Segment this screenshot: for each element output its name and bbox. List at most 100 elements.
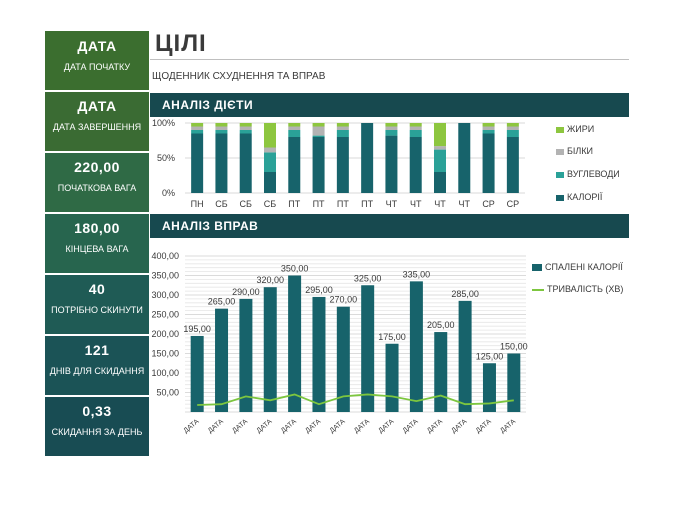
diet-section-header: АНАЛІЗ ДІЄТИ xyxy=(150,93,629,117)
exercise-xtick-label: ДАТА xyxy=(256,418,274,435)
legend-burned-calories: СПАЛЕНІ КАЛОРІЇ xyxy=(532,262,623,272)
diet-xtick-label: СР xyxy=(482,199,495,209)
legend-burned-swatch xyxy=(532,264,542,272)
exercise-data-label: 175,00 xyxy=(378,332,406,342)
summary-sidebar: ДАТА ДАТА ПОЧАТКУ ДАТА ДАТА ЗАВЕРШЕННЯ 2… xyxy=(45,31,149,458)
diet-bar-segment xyxy=(336,126,349,130)
diet-xtick-label: ПН xyxy=(191,199,204,209)
exercise-bar xyxy=(312,296,326,412)
exercise-ytick-label: 100,00 xyxy=(151,368,179,378)
legend-protein-label: БІЛКИ xyxy=(567,146,594,156)
exercise-ytick-label: 150,00 xyxy=(151,349,179,359)
diet-bar-segment xyxy=(239,123,252,127)
exercise-xtick-label: ДАТА xyxy=(353,418,371,435)
diet-bar-segment xyxy=(264,123,276,148)
diet-xtick-label: СБ xyxy=(240,199,252,209)
exercise-data-label: 325,00 xyxy=(354,273,382,283)
diet-analysis-chart: 100% 50% 0% ПН СБ СБ СБ ПТ ПТ ПТ ПТ ЧТ ЧТ ЧТ ЧТ СР СР xyxy=(152,118,525,209)
diet-xtick-label: ЧТ xyxy=(410,199,422,209)
exercise-xtick-label: ДАТА xyxy=(402,418,420,435)
diet-bar-segment xyxy=(288,126,301,130)
diet-bar-segment xyxy=(482,123,495,127)
exercise-bar xyxy=(361,285,375,412)
to-lose-label: ПОТРІБНО СКИНУТИ xyxy=(51,305,143,315)
diet-xtick-label: СБ xyxy=(215,199,227,209)
exercise-bar xyxy=(458,300,472,412)
exercise-xtick-label: ДАТА xyxy=(450,418,468,435)
to-lose-value: 40 xyxy=(88,281,106,297)
diet-bar-segment xyxy=(312,126,325,136)
legend-duration-label: ТРИВАЛІСТЬ (ХВ) xyxy=(547,284,624,294)
exercise-bar xyxy=(409,281,423,412)
diet-bar-segment xyxy=(385,126,398,130)
exercise-data-label: 350,00 xyxy=(281,264,309,274)
diet-bar-segment xyxy=(506,137,519,193)
diet-bar-segment xyxy=(239,126,252,130)
diet-bar-segment xyxy=(409,137,422,193)
diet-bar-segment xyxy=(506,126,519,130)
page-subtitle: ЩОДЕННИК СХУДНЕННЯ ТА ВПРАВ xyxy=(152,71,326,82)
start-date-card: ДАТА ДАТА ПОЧАТКУ xyxy=(45,31,149,90)
exercise-ytick-label: 400,00 xyxy=(151,251,179,261)
diet-bar-segment xyxy=(409,123,422,127)
diet-xtick-label: ЧТ xyxy=(386,199,398,209)
start-weight-value: 220,00 xyxy=(74,159,120,175)
exercise-xtick-label: ДАТА xyxy=(182,418,200,435)
diet-bar-segment xyxy=(336,137,349,193)
to-lose-card: 40 ПОТРІБНО СКИНУТИ xyxy=(45,275,149,334)
diet-xtick-label: ПТ xyxy=(361,199,373,209)
start-weight-label: ПОЧАТКОВА ВАГА xyxy=(57,183,137,193)
diet-bar-segment xyxy=(191,133,204,193)
diet-bar-segment xyxy=(239,133,252,193)
diet-bar-segment xyxy=(361,123,374,193)
end-date-card: ДАТА ДАТА ЗАВЕРШЕННЯ xyxy=(45,92,149,151)
exercise-ytick-label: 250,00 xyxy=(151,310,179,320)
days-label: ДНІВ ДЛЯ СКИДАННЯ xyxy=(49,366,145,376)
diet-bar-segment xyxy=(191,123,204,127)
diet-xtick-label: СБ xyxy=(264,199,276,209)
exercise-data-label: 290,00 xyxy=(232,287,260,297)
per-day-value: 0,33 xyxy=(82,403,112,419)
exercise-xtick-label: ДАТА xyxy=(207,418,225,435)
exercise-data-label: 195,00 xyxy=(183,324,211,334)
exercise-data-label: 150,00 xyxy=(500,342,528,352)
exercise-xtick-label: ДАТА xyxy=(499,418,517,435)
legend-calories: КАЛОРІЇ xyxy=(556,192,602,202)
exercise-bar xyxy=(507,353,521,412)
end-date-label: ДАТА ЗАВЕРШЕННЯ xyxy=(52,122,142,132)
diet-bar-segment xyxy=(215,123,228,127)
exercise-xtick-label: ДАТА xyxy=(231,418,249,435)
diet-bar-segment xyxy=(312,135,325,137)
exercise-xtick-label: ДАТА xyxy=(329,418,347,435)
diet-bar-segment xyxy=(288,130,301,137)
diet-bar-segment xyxy=(264,152,276,172)
title-divider xyxy=(150,59,629,60)
diet-bar-segment xyxy=(506,123,519,127)
start-date-value: ДАТА xyxy=(77,38,117,54)
diet-bar-segment xyxy=(409,130,422,137)
per-day-label: СКИДАННЯ ЗА ДЕНЬ xyxy=(51,427,143,437)
legend-carbs-swatch xyxy=(556,171,564,178)
exercise-section-header: АНАЛІЗ ВПРАВ xyxy=(150,214,629,238)
diet-bar-segment xyxy=(385,135,398,193)
exercise-bar xyxy=(215,308,229,412)
diet-ytick-label: 100% xyxy=(152,118,175,128)
exercise-data-label: 285,00 xyxy=(451,289,479,299)
diet-bar-segment xyxy=(215,126,228,130)
diet-bar-segment xyxy=(191,130,204,134)
exercise-data-label: 320,00 xyxy=(256,275,284,285)
exercise-analysis-chart: 400,00 350,00 300,00 250,00 200,00 150,00 100,… xyxy=(151,251,528,435)
exercise-xtick-label: ДАТА xyxy=(280,418,298,435)
diet-bar-segment xyxy=(434,146,446,150)
diet-bar-segment xyxy=(434,172,446,193)
diet-ytick-label: 0% xyxy=(162,188,175,198)
diet-xtick-label: СР xyxy=(507,199,520,209)
exercise-bar xyxy=(239,298,253,412)
diet-bar-segment xyxy=(264,147,276,153)
diet-bar-segment xyxy=(288,123,301,127)
diet-xtick-label: ЧТ xyxy=(434,199,446,209)
diet-bar-segment xyxy=(482,130,495,134)
exercise-bar xyxy=(336,306,350,412)
exercise-data-label: 295,00 xyxy=(305,285,333,295)
exercise-data-label: 335,00 xyxy=(403,269,431,279)
